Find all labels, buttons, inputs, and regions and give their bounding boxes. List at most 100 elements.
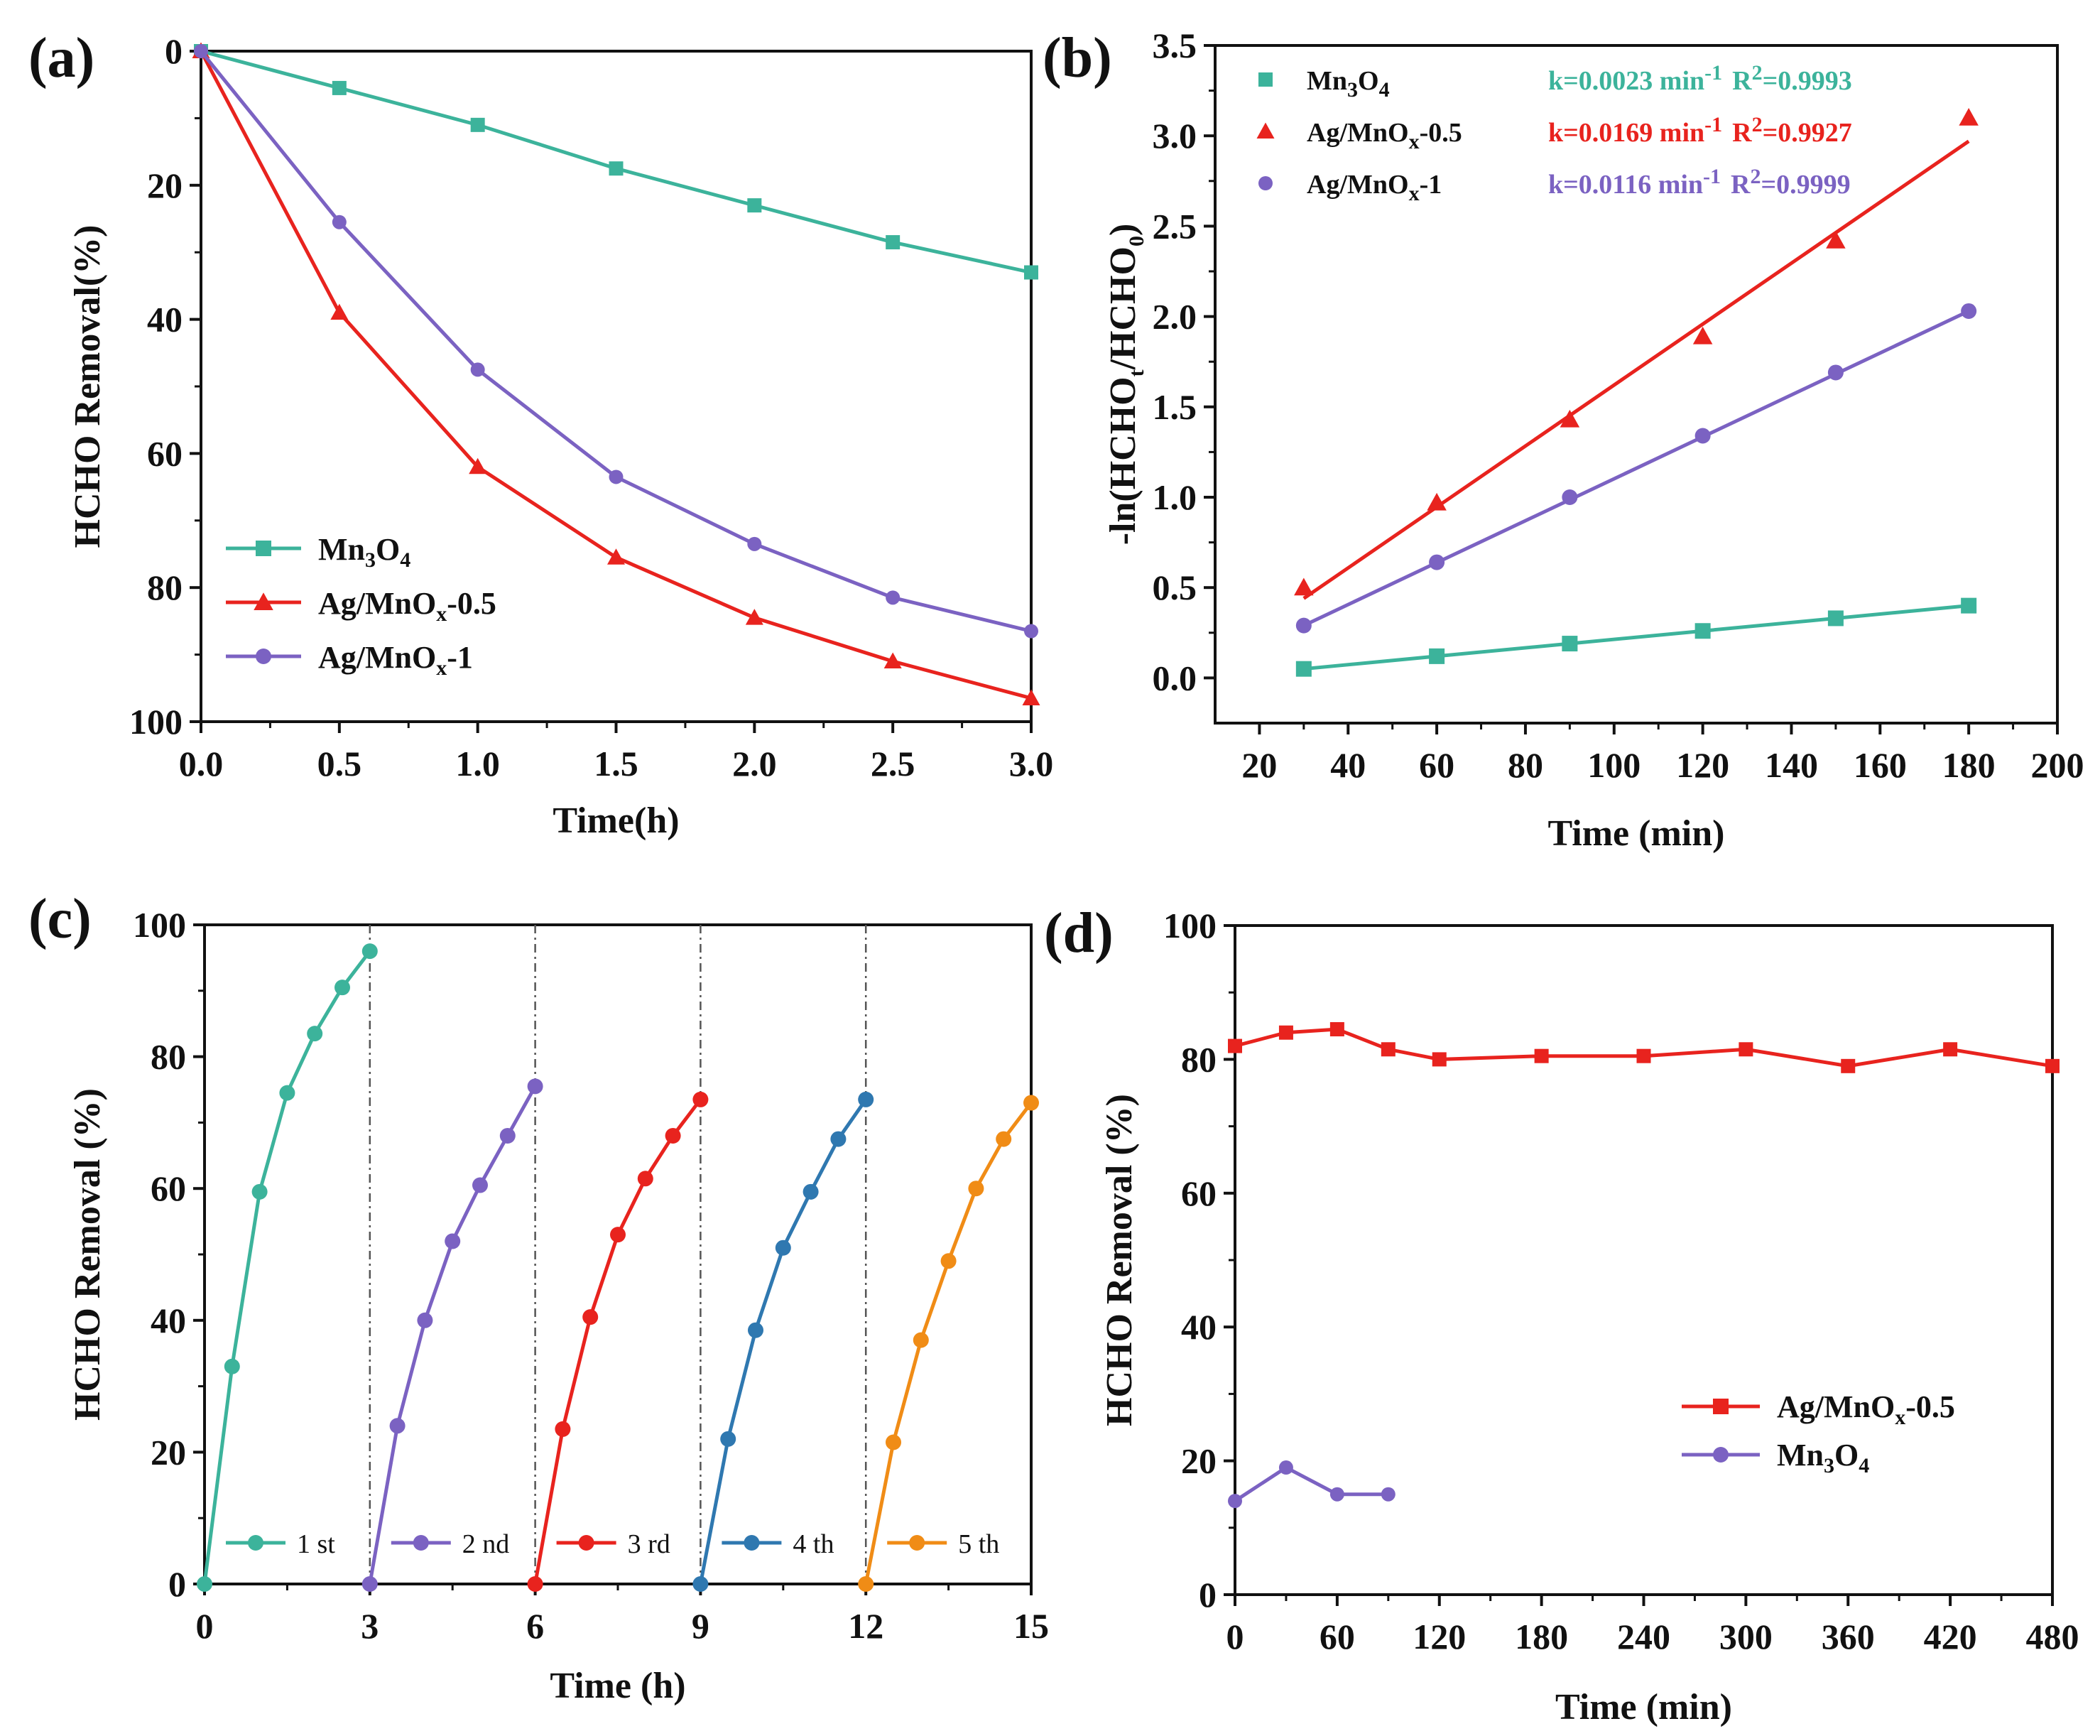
data-point-cycle-4 xyxy=(775,1239,791,1256)
legend-marker-cycle-5 xyxy=(909,1535,925,1551)
x-tick-label: 80 xyxy=(1508,745,1543,785)
data-point-cycle-4 xyxy=(720,1431,736,1447)
legend-part: O xyxy=(1834,1438,1859,1472)
y-tick-label: 60 xyxy=(151,1168,186,1208)
fit-r-value: =0.9927 xyxy=(1763,118,1852,148)
data-point-1 xyxy=(1381,1487,1396,1502)
y-tick-label: 100 xyxy=(1163,906,1217,945)
data-point-cycle-5 xyxy=(886,1434,901,1450)
data-point-ag05 xyxy=(883,652,902,669)
data-point-cycle-1 xyxy=(361,943,378,960)
data-point-cycle-1 xyxy=(334,980,350,996)
data-point-0 xyxy=(1381,1042,1396,1057)
data-point-cycle-3 xyxy=(610,1227,626,1243)
y-title-subscript: t xyxy=(1125,369,1148,376)
data-point-mn3o4 xyxy=(747,198,762,213)
legend-part: -1 xyxy=(447,640,473,675)
data-point-ag05 xyxy=(1560,409,1580,428)
legend-part: Mn xyxy=(318,532,365,567)
panel-d: (d) 0 60 120 180 240 300 360 420 480 0 20 40 60 80 100 T… xyxy=(1044,902,2079,1727)
data-point-0 xyxy=(1534,1048,1549,1063)
x-tick-label: 480 xyxy=(2026,1617,2079,1656)
y-tick-label: 60 xyxy=(147,433,183,473)
legend-marker-0 xyxy=(1713,1399,1729,1414)
y-tick-label: 2.0 xyxy=(1153,297,1197,337)
x-tick-label: 60 xyxy=(1320,1617,1355,1656)
cycle-line-3 xyxy=(533,1098,702,1585)
fit-line-ag05 xyxy=(1302,139,1970,600)
x-tick-label: 60 xyxy=(1419,745,1454,785)
legend-marker-ag1 xyxy=(1258,176,1273,190)
data-point-1 xyxy=(1329,1487,1344,1502)
panel-b: (b)20 40 60 80 100 120 140 160 180 2000.00.51.01.… xyxy=(1043,26,2084,854)
legend-label-cycle-4: 4 th xyxy=(793,1529,834,1559)
legend-subscript: 3 xyxy=(1347,78,1358,102)
x-tick-label: 20 xyxy=(1241,745,1277,785)
plot-frame-c xyxy=(203,923,1033,1585)
series-line-1 xyxy=(1234,1465,1388,1503)
data-point-cycle-2 xyxy=(472,1177,488,1193)
data-point-0 xyxy=(2045,1058,2060,1073)
y-tick-label: 3.5 xyxy=(1153,26,1197,65)
y-tick-label: 0 xyxy=(165,31,183,71)
data-point-cycle-3 xyxy=(665,1127,681,1144)
x-tick-label: 300 xyxy=(1719,1617,1773,1656)
fit-k-exponent: -1 xyxy=(1703,165,1721,188)
data-point-0 xyxy=(1329,1022,1344,1037)
x-tick-label: 40 xyxy=(1330,745,1366,785)
fit-annotation-ag1: k=0.0116 min-1 R2=0.9999 xyxy=(1548,165,1851,200)
y-tick-label: 20 xyxy=(151,1432,186,1472)
x-tick-label: 0.5 xyxy=(317,744,362,783)
x-tick-label: 3 xyxy=(361,1606,379,1646)
y-tick-label: 0.0 xyxy=(1153,658,1197,698)
legend-part: O xyxy=(1358,66,1379,96)
plot-frame-a xyxy=(200,50,1033,723)
legend-part: -0.5 xyxy=(447,586,496,621)
data-point-cycle-3 xyxy=(555,1421,571,1437)
legend-label-mn3o4: Mn3O4 xyxy=(318,532,410,572)
legend-part: Ag/MnO xyxy=(318,586,436,621)
y-tick-label: 40 xyxy=(1181,1307,1217,1347)
legend-part: -0.5 xyxy=(1905,1389,1955,1424)
legend-marker-mn3o4 xyxy=(256,541,271,556)
x-tick-label: 120 xyxy=(1676,745,1729,785)
data-point-cycle-1 xyxy=(307,1026,323,1042)
x-tick-label: 0.0 xyxy=(179,744,224,783)
data-point-cycle-2 xyxy=(389,1418,406,1434)
panel-label-b: (b) xyxy=(1043,27,1112,89)
x-tick-label: 9 xyxy=(692,1606,709,1646)
x-tick-label: 1.0 xyxy=(455,744,500,783)
data-point-cycle-1 xyxy=(251,1183,268,1200)
x-tick-label: 2.5 xyxy=(871,744,915,783)
legend-subscript: x xyxy=(436,602,447,626)
data-point-mn3o4 xyxy=(1961,597,1977,614)
data-point-ag1 xyxy=(1295,617,1312,634)
legend-subscript: 4 xyxy=(1379,78,1390,102)
data-point-mn3o4 xyxy=(1429,648,1445,664)
legend-part: Ag/MnO xyxy=(1777,1389,1895,1424)
data-point-ag1 xyxy=(886,590,901,605)
y-axis-title-d: HCHO Removal (%) xyxy=(1099,1094,1140,1426)
data-point-cycle-3 xyxy=(637,1171,653,1187)
data-point-ag05 xyxy=(745,609,763,625)
x-tick-label: 12 xyxy=(848,1606,883,1646)
data-point-ag1 xyxy=(1429,554,1445,570)
legend-part: -1 xyxy=(1420,170,1442,200)
data-point-cycle-1 xyxy=(197,1576,212,1592)
data-point-mn3o4 xyxy=(470,117,485,132)
panel-a: (a) 0.0 0.5 1.0 1.5 2.0 2.5 3.0 0 20 40 60 80 100 Time… xyxy=(28,27,1053,841)
data-point-cycle-5 xyxy=(913,1332,929,1348)
data-point-ag05 xyxy=(1294,577,1314,596)
legend-subscript: x xyxy=(436,656,447,680)
data-point-cycle-2 xyxy=(527,1078,543,1095)
legend-part: Ag/MnO xyxy=(318,640,436,675)
cycle-line-4 xyxy=(698,1098,868,1585)
y-title-part: ) xyxy=(1103,224,1143,236)
legend-subscript: 3 xyxy=(365,548,376,572)
data-point-1 xyxy=(1228,1494,1242,1509)
data-point-ag1 xyxy=(1827,364,1844,381)
plot-frame-b xyxy=(1214,44,2059,725)
data-point-cycle-5 xyxy=(968,1181,984,1197)
fit-r-value: =0.9999 xyxy=(1761,170,1851,200)
cycle-line-1 xyxy=(202,950,371,1585)
